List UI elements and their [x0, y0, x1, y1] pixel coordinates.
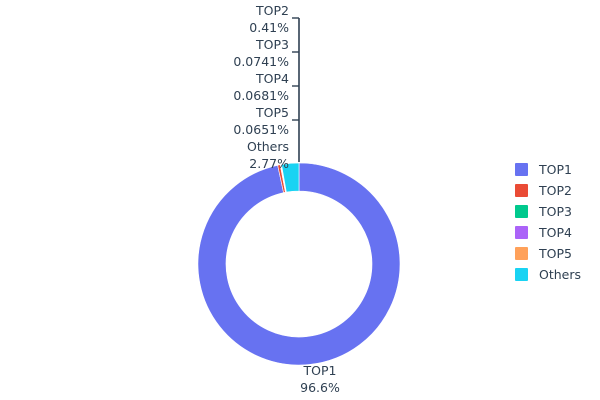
- donut-slice-group: [197, 162, 401, 366]
- chart-legend: TOP1 TOP2 TOP3 TOP4 TOP5 Others: [515, 162, 581, 282]
- callout-name-top4: TOP4: [255, 71, 289, 86]
- legend-label-others[interactable]: Others: [539, 267, 581, 282]
- legend-swatch-top3[interactable]: [515, 205, 528, 218]
- callout-value-top2: 0.41%: [249, 20, 289, 35]
- callout-name-top5: TOP5: [255, 105, 289, 120]
- bottom-callout-label: TOP1 96.6%: [300, 363, 340, 395]
- callout-value-top3: 0.0741%: [233, 54, 289, 69]
- legend-label-top3[interactable]: TOP3: [538, 204, 572, 219]
- callout-value-top4: 0.0681%: [233, 88, 289, 103]
- callout-value-others: 2.77%: [249, 156, 289, 171]
- bottom-callout-name: TOP1: [303, 363, 337, 378]
- legend-label-top2[interactable]: TOP2: [538, 183, 572, 198]
- legend-swatch-top4[interactable]: [515, 226, 528, 239]
- legend-label-top5[interactable]: TOP5: [538, 246, 572, 261]
- callout-leader-lines: [292, 17, 300, 162]
- callout-name-top3: TOP3: [255, 37, 289, 52]
- legend-swatch-top1[interactable]: [515, 163, 528, 176]
- legend-swatch-top2[interactable]: [515, 184, 528, 197]
- callout-name-top2: TOP2: [255, 3, 289, 18]
- donut-slice-others[interactable]: [281, 162, 300, 193]
- legend-swatch-others[interactable]: [515, 268, 528, 281]
- callout-value-top5: 0.0651%: [233, 122, 289, 137]
- bottom-callout-value: 96.6%: [300, 380, 340, 395]
- legend-label-top1[interactable]: TOP1: [538, 162, 572, 177]
- legend-label-top4[interactable]: TOP4: [538, 225, 572, 240]
- donut-slice-top1[interactable]: [197, 162, 401, 366]
- legend-swatch-top5[interactable]: [515, 247, 528, 260]
- callout-label-group: TOP2 0.41% TOP3 0.0741% TOP4 0.0681% TOP5 0.065…: [233, 3, 289, 171]
- callout-name-others: Others: [247, 139, 289, 154]
